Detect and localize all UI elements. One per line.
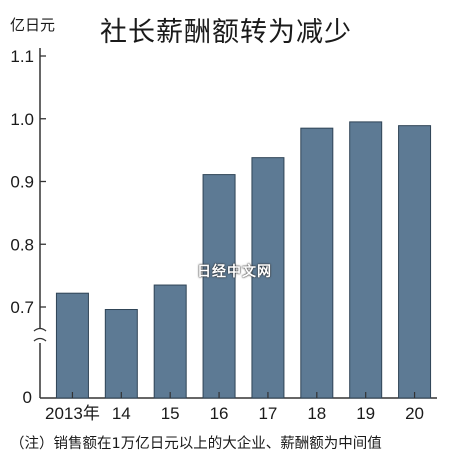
bar-6 [349,121,383,399]
x-tick-label: 15 [161,404,180,423]
bar-4 [251,157,285,399]
bar-5 [300,127,334,399]
y-tick-label: 0.8 [10,235,34,254]
bar-7 [398,125,432,399]
y-tick-label: 1.1 [10,47,34,66]
y-tick-label: 0.7 [10,298,34,317]
footnote: （注）销售额在1万亿日元以上的大企业、薪酬额为中间值 [10,436,382,452]
x-tick-label: 16 [210,404,229,423]
bar-1 [104,309,138,399]
y-axis-unit-label: 亿日元 [10,16,56,34]
axis-break-mark-top [33,327,47,332]
x-tick-label: 20 [405,404,424,423]
x-tick-label: 18 [307,404,326,423]
y-tick-label-zero: 0 [23,388,32,407]
y-tick-label: 0.9 [10,173,34,192]
x-tick-label: 17 [258,404,277,423]
y-tick-label: 1.0 [10,110,34,129]
x-tick-label: 14 [112,404,131,423]
x-tick-label: 19 [356,404,375,423]
bar-0 [55,292,89,399]
axis-break-mark-bottom [33,337,47,342]
watermark: 日经中文网 [197,264,272,280]
bar-3 [202,174,236,399]
bar-2 [153,284,187,399]
x-tick-label: 2013年 [45,404,100,423]
chart-title: 社长薪酬额转为减少 [100,17,352,48]
